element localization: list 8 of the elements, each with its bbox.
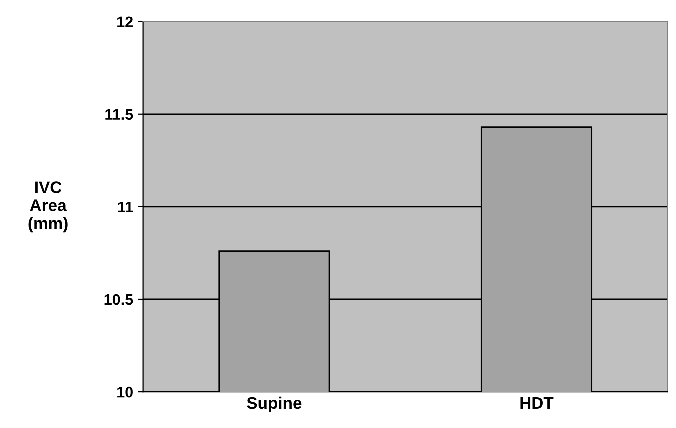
y-tick-label: 12: [118, 16, 133, 28]
y-tick-label: 10.5: [104, 294, 134, 306]
y-tick-label: 10: [118, 386, 133, 398]
y-tick-label: 11: [118, 202, 134, 212]
y-axis-title: IVC Area (mm): [28, 182, 68, 233]
x-tick-label: HDT: [520, 398, 554, 409]
y-tick-label: 11.5: [106, 109, 134, 120]
x-tick-label: Supine: [247, 396, 302, 412]
